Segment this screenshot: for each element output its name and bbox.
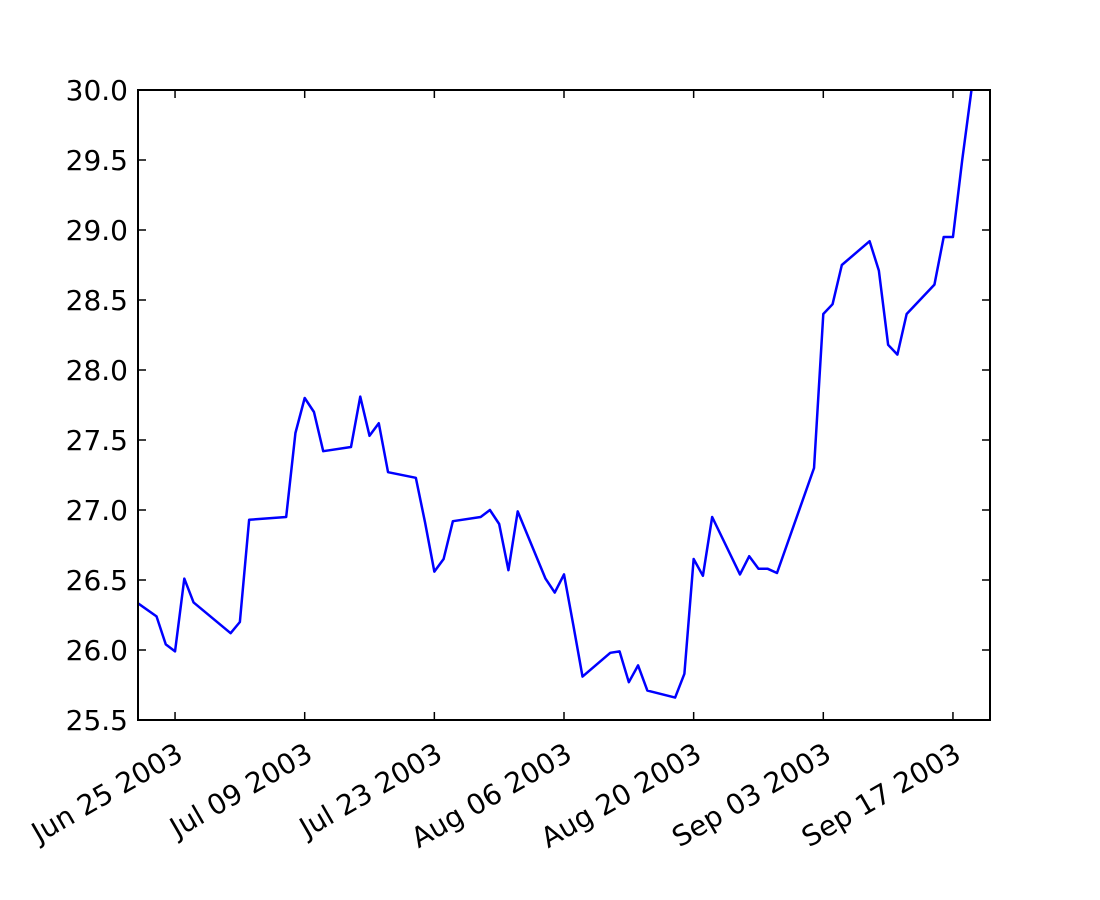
series-line-0 — [138, 90, 973, 699]
y-tick-label: 27.5 — [66, 424, 128, 457]
y-tick-label: 27.0 — [66, 494, 128, 527]
y-tick-label: 30.0 — [66, 74, 128, 107]
plot-frame — [137, 89, 991, 721]
y-tick-label: 29.5 — [66, 144, 128, 177]
y-tick-label: 28.0 — [66, 354, 128, 387]
series-layer — [138, 90, 973, 699]
y-tick-label: 25.5 — [66, 704, 128, 737]
y-tick-label: 26.5 — [66, 564, 128, 597]
y-tick-label: 28.5 — [66, 284, 128, 317]
x-axis-ticks — [174, 90, 954, 720]
y-tick-label: 26.0 — [66, 634, 128, 667]
y-tick-label: 29.0 — [66, 214, 128, 247]
x-tick-label: Jul 09 2003 — [163, 736, 318, 845]
plot-background — [138, 90, 990, 720]
y-axis-tick-labels: 25.5 26.0 26.5 27.0 27.5 28.0 28.5 29.0 29.5 30.0 — [66, 74, 128, 737]
x-tick-label: Jun 25 2003 — [24, 736, 188, 850]
